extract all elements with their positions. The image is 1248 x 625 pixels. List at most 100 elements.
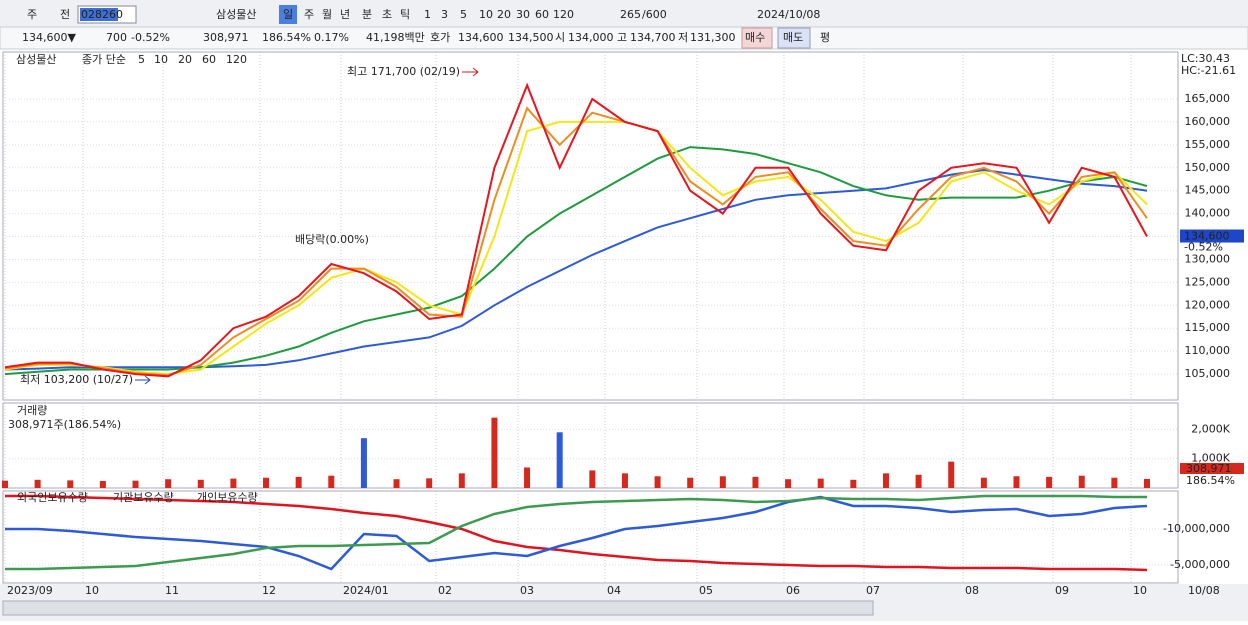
- y-tick-label: 140,000: [1185, 207, 1231, 220]
- volume-bar: [165, 479, 172, 488]
- x-tick-label: 11: [165, 584, 179, 597]
- interval-button: 5: [460, 8, 467, 21]
- interval-button: 3: [441, 8, 448, 21]
- range-select: 전: [60, 8, 70, 21]
- volume-bar: [621, 473, 628, 488]
- scrollbar[interactable]: [2, 600, 874, 616]
- volume-subtitle: 308,971주(186.54%): [8, 418, 121, 431]
- interval-button: 60: [535, 8, 549, 21]
- bar-count: 265: [620, 8, 641, 21]
- holding-line: [5, 494, 1148, 572]
- info-change-pct: -0.52%: [131, 31, 170, 44]
- period-button: 주: [304, 8, 314, 21]
- period-button: 틱: [400, 8, 410, 21]
- period-selected[interactable]: [279, 5, 297, 24]
- stock-code: 028260: [81, 8, 123, 21]
- y-tick-label: 105,000: [1185, 367, 1231, 380]
- buy-button[interactable]: [741, 27, 773, 49]
- x-tick-label: 05: [699, 584, 713, 597]
- legend-entry: 120: [226, 53, 247, 66]
- x-tick-label: 02: [438, 584, 452, 597]
- interval-button: 10: [479, 8, 493, 21]
- x-tick-label: 07: [866, 584, 880, 597]
- period-button: 분: [362, 8, 372, 21]
- period-button: 년: [340, 8, 350, 21]
- interval-button: 120: [553, 8, 574, 21]
- period-button: 월: [322, 8, 332, 21]
- y-tick-label: 150,000: [1185, 161, 1231, 174]
- volume-bar: [1078, 475, 1085, 488]
- volume-bar: [328, 475, 335, 488]
- interval-button: 30: [516, 8, 530, 21]
- info-turnover: 0.17%: [314, 31, 349, 44]
- holding-legend: 개인보유수량: [197, 491, 258, 504]
- volume-bar: [719, 476, 726, 488]
- info-open: 134,000: [568, 31, 614, 44]
- hc-label: HC:-21.61: [1181, 64, 1236, 77]
- volume-bar: [785, 479, 792, 488]
- x-tick-label: 2023/09: [7, 584, 53, 597]
- period-button: 초: [382, 8, 392, 21]
- y-tick-label: 125,000: [1185, 275, 1231, 288]
- market-select: 주: [27, 8, 37, 21]
- info-sell: 매도: [783, 31, 803, 44]
- info-bar-bg: [0, 26, 1248, 50]
- volume-bar: [67, 480, 74, 488]
- interval-button: 20: [497, 8, 511, 21]
- volume-bar: [1046, 476, 1053, 488]
- volume-bar: [295, 476, 302, 488]
- info-open-label: 시: [555, 31, 565, 44]
- volume-bar: [1013, 476, 1020, 488]
- sell-button[interactable]: [777, 27, 811, 49]
- legend-entry: 5: [138, 53, 145, 66]
- holding-legend: 기관보유수량: [113, 491, 174, 504]
- legend-entry: 20: [178, 53, 192, 66]
- ma-line: [4, 106, 1148, 377]
- x-tick-label: 04: [607, 584, 621, 597]
- info-change: 700: [106, 31, 127, 44]
- low-annotation: 최저 103,200 (10/27): [20, 373, 133, 386]
- x-tick-label: 10: [1133, 584, 1147, 597]
- y-tick-label: 160,000: [1185, 115, 1231, 128]
- low-arrow: [135, 375, 151, 385]
- volume-bar: [1111, 477, 1118, 488]
- period-button: 일: [283, 7, 293, 21]
- y-tick-label: 115,000: [1185, 321, 1231, 334]
- volume-bar: [197, 479, 204, 488]
- info-bid: 134,500: [508, 31, 554, 44]
- volume-bar: [850, 479, 857, 488]
- legend-entry: 10: [154, 53, 168, 66]
- holding-legend: 외국인보유수량: [17, 491, 88, 504]
- info-avg: 평: [820, 31, 830, 44]
- info-ask: 134,600: [458, 31, 504, 44]
- x-tick-label: 2024/01: [343, 584, 389, 597]
- volume-bar: [589, 470, 596, 488]
- volume-bar: [393, 479, 400, 488]
- info-volume: 308,971: [203, 31, 249, 44]
- holding-line: [5, 495, 1148, 571]
- volume-bar: [360, 438, 367, 488]
- x-tick-label: 03: [520, 584, 534, 597]
- code-selection: [80, 8, 118, 21]
- y-tick-label: 155,000: [1185, 138, 1231, 151]
- volume-bar: [491, 417, 498, 488]
- legend-title: 종가 단순: [82, 53, 126, 66]
- info-low-label: 저: [678, 31, 688, 44]
- volume-bar: [99, 480, 106, 488]
- ma-line: [4, 82, 1148, 378]
- legend-entry: 60: [202, 53, 216, 66]
- info-bid-label: 호가: [430, 31, 450, 44]
- volume-bar: [34, 479, 41, 488]
- volume-bar: [426, 478, 433, 488]
- volume-bar: [132, 480, 139, 488]
- volume-bar: [458, 473, 465, 488]
- info-high-label: 고: [617, 31, 627, 44]
- high-arrow: [462, 67, 479, 77]
- y-tick-label: 130,000: [1185, 252, 1231, 265]
- volume-last-ratio: 186.54%: [1186, 474, 1235, 487]
- y-tick-label: 120,000: [1185, 298, 1231, 311]
- x-tick-label: 06: [786, 584, 800, 597]
- y-tick-label: -10,000,000: [1163, 522, 1230, 535]
- volume-bar: [882, 473, 889, 488]
- stock-name: 삼성물산: [216, 8, 256, 21]
